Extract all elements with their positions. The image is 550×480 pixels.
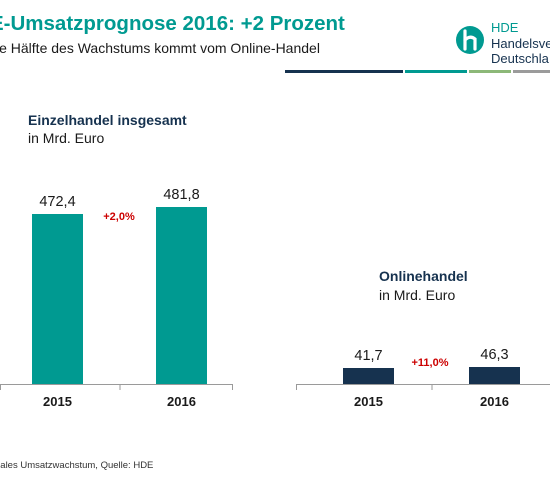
logo-name-line1: Handelsve bbox=[491, 36, 550, 51]
chart2-bar-2015 bbox=[343, 368, 394, 384]
chart2-unit: in Mrd. Euro bbox=[379, 287, 456, 303]
chart2-growth-annotation: +11,0% bbox=[411, 357, 448, 369]
chart1-bar-2015 bbox=[32, 214, 83, 384]
logo-abbreviation: HDE bbox=[491, 20, 519, 35]
header-color-bar-2 bbox=[405, 70, 467, 73]
chart2-value-label: 41,7 bbox=[354, 348, 382, 364]
header-color-bar-3 bbox=[469, 70, 511, 73]
header-color-bar-4 bbox=[513, 70, 550, 73]
chart2-value-label: 46,3 bbox=[480, 347, 508, 363]
chart1-category-label: 2015 bbox=[43, 394, 72, 409]
chart1-bar-2016 bbox=[156, 207, 207, 384]
chart1: 472,4 2015 481,8 2016 +2,0% bbox=[0, 187, 233, 409]
chart1-value-label: 481,8 bbox=[163, 187, 199, 203]
header-color-bar-1 bbox=[285, 70, 403, 73]
chart2-title: Onlinehandel bbox=[379, 268, 468, 284]
hde-logo: HDE Handelsve Deutschla bbox=[455, 20, 550, 66]
footnote: nales Umsatzwachstum, Quelle: HDE bbox=[0, 460, 154, 471]
chart2-bar-2016 bbox=[469, 367, 520, 384]
chart1-value-label: 472,4 bbox=[39, 194, 75, 210]
chart1-growth-annotation: +2,0% bbox=[103, 211, 135, 223]
page-title: E-Umsatzprognose 2016: +2 Prozent bbox=[0, 12, 345, 35]
hde-logo-icon bbox=[456, 26, 484, 54]
chart2: 41,7 2015 46,3 2016 +11,0% bbox=[296, 347, 550, 409]
page-subtitle: ie Hälfte des Wachstums kommt vom Online… bbox=[0, 40, 320, 56]
chart1-title: Einzelhandel insgesamt bbox=[28, 112, 187, 128]
chart1-unit: in Mrd. Euro bbox=[28, 130, 105, 146]
chart2-category-label: 2016 bbox=[480, 394, 509, 409]
chart1-category-label: 2016 bbox=[167, 394, 196, 409]
chart2-category-label: 2015 bbox=[354, 394, 383, 409]
logo-name-line2: Deutschla bbox=[491, 51, 549, 66]
